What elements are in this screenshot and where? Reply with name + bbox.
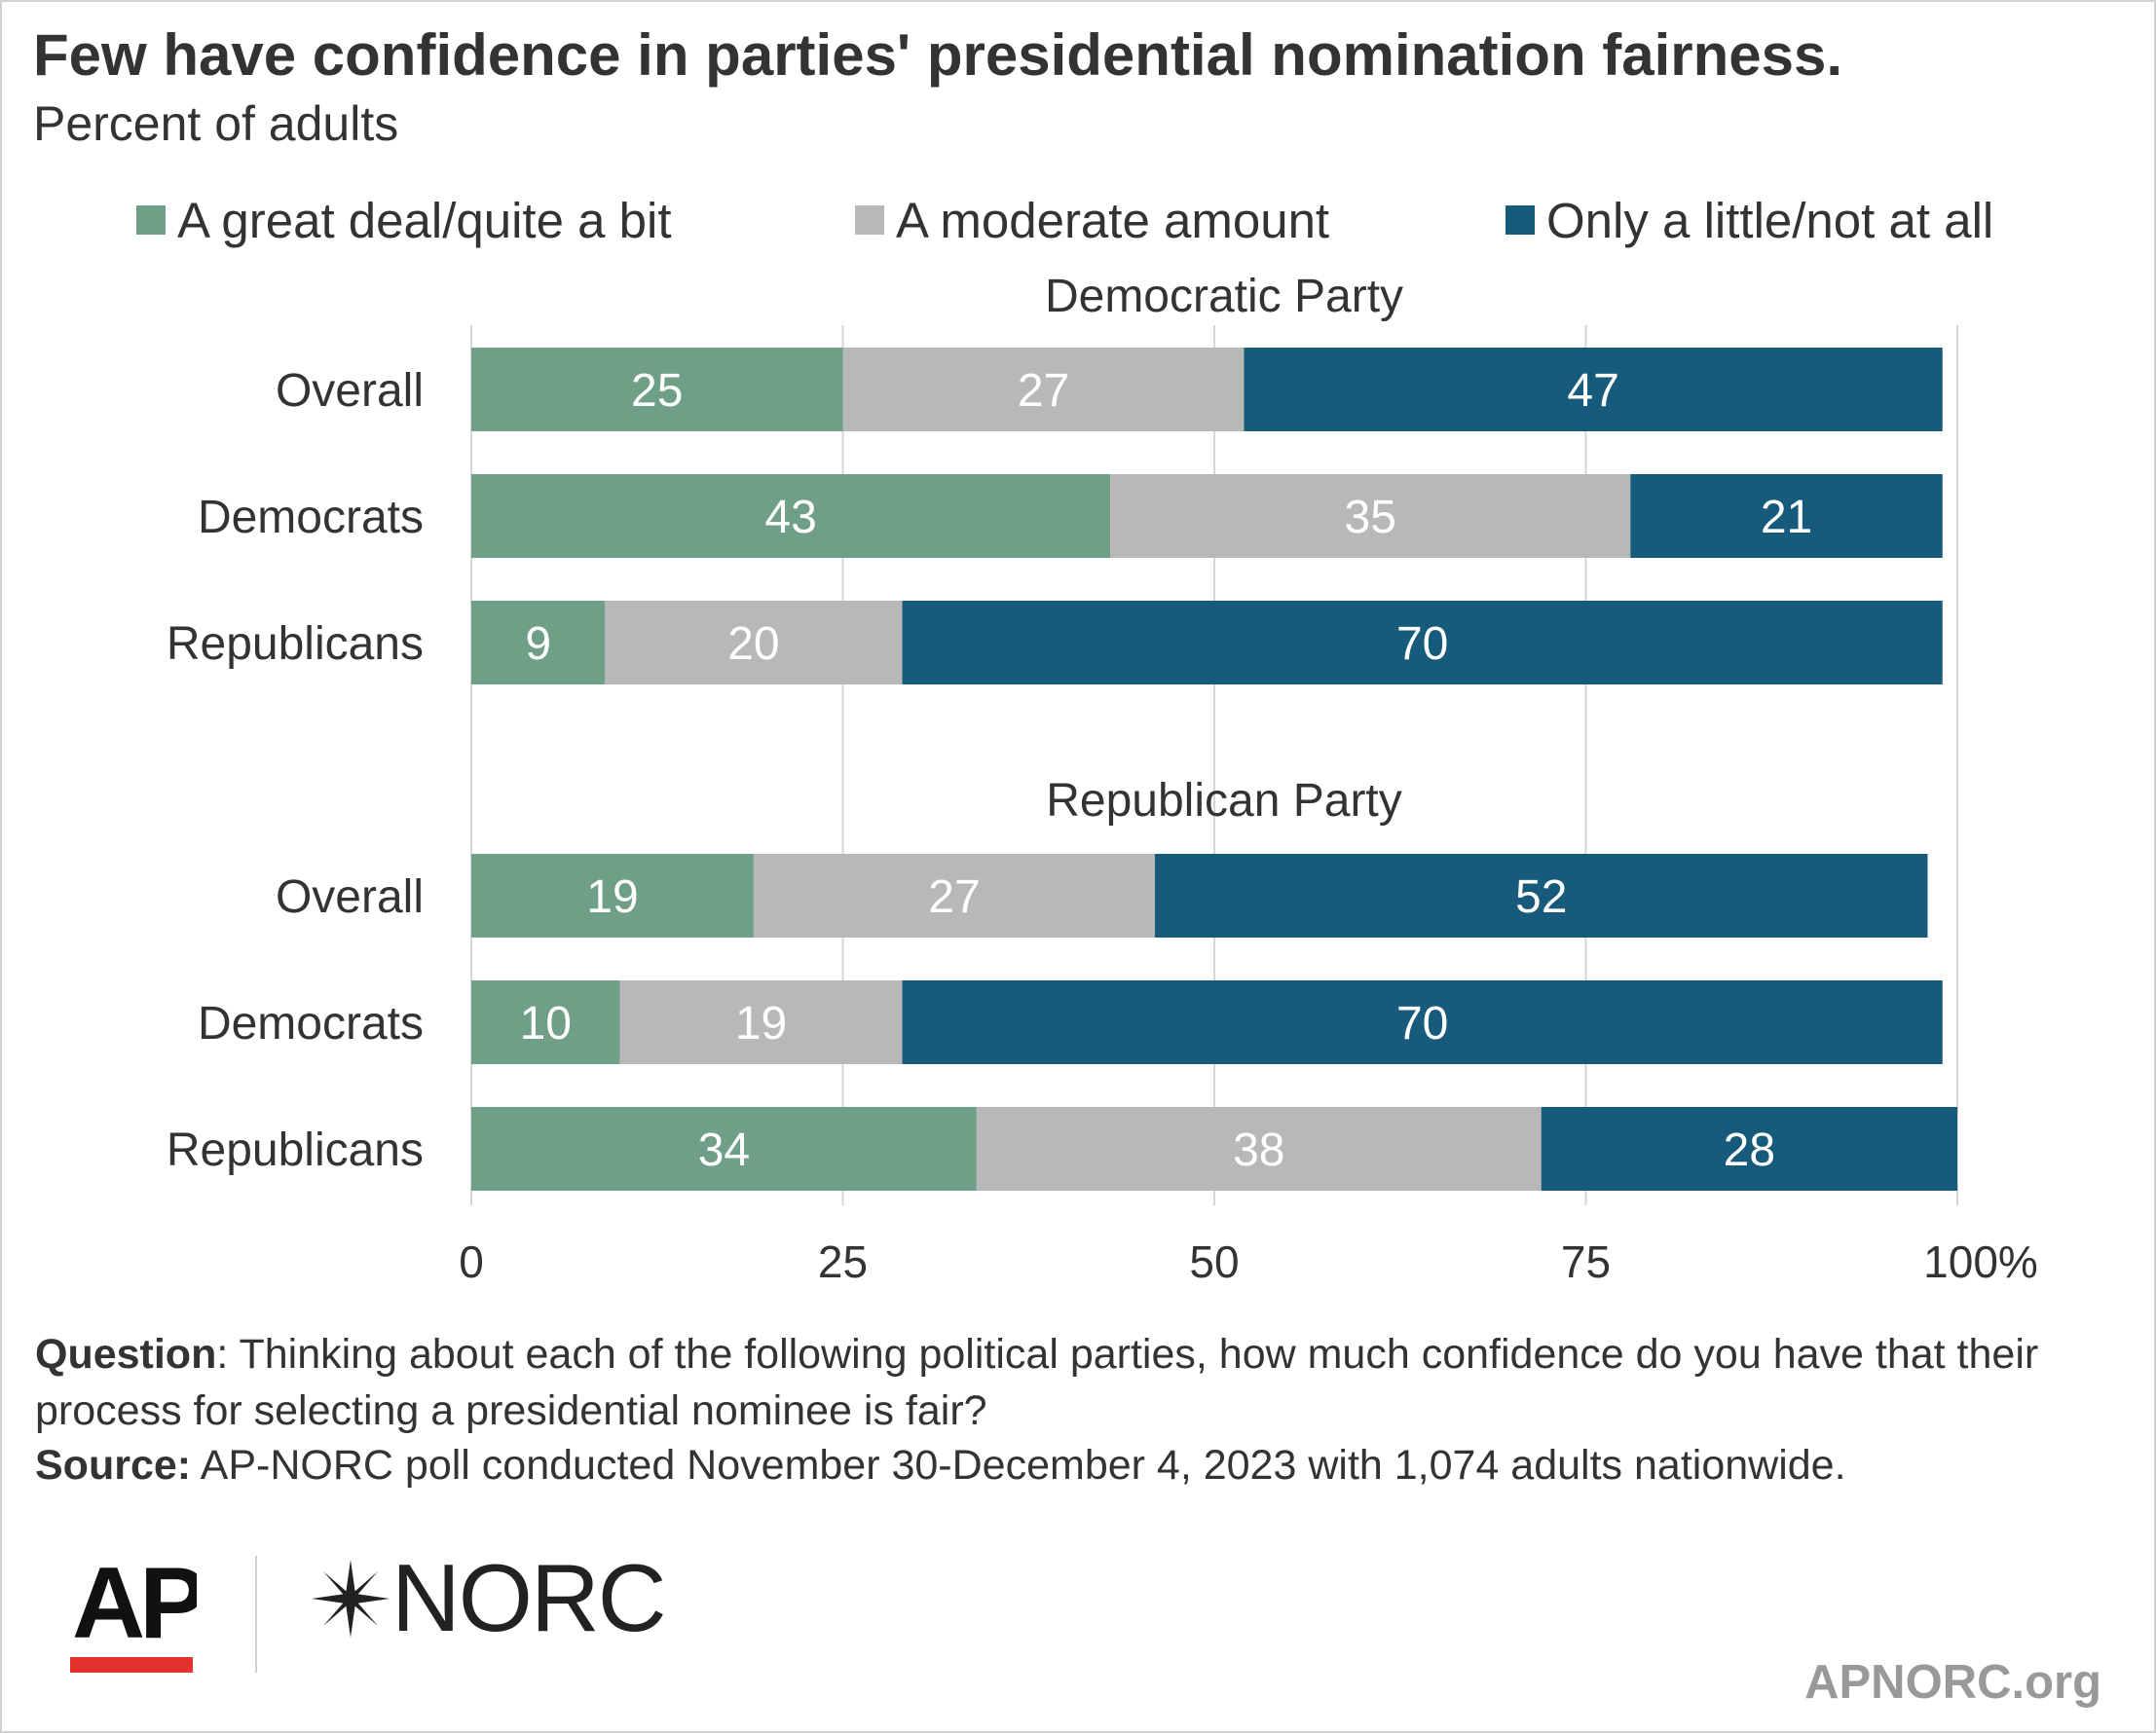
bar-value-label: 70 <box>1396 998 1448 1050</box>
bar-segment <box>902 601 1943 684</box>
bar-segment <box>842 348 1245 431</box>
group-title: Republican Party <box>1046 775 1402 827</box>
norc-logo: NORC <box>310 1543 667 1653</box>
row-label: Republicans <box>167 618 424 670</box>
bar-segment <box>1154 854 1928 938</box>
bar-value-label: 35 <box>1345 492 1396 543</box>
bar-value-label: 25 <box>631 365 683 417</box>
bar-value-label: 9 <box>525 618 551 670</box>
bar-value-label: 21 <box>1761 492 1812 543</box>
bar-segment <box>1110 474 1631 558</box>
ap-logo-mark: AP <box>70 1547 209 1673</box>
norc-wordmark: NORC <box>391 1544 667 1651</box>
bar-value-label: 27 <box>1018 365 1069 417</box>
x-tick-label: 50 <box>1189 1236 1239 1287</box>
x-tick-label: 25 <box>818 1236 868 1287</box>
row-label: Republicans <box>167 1125 424 1176</box>
bar-value-label: 19 <box>735 998 787 1050</box>
bar-segment <box>471 854 754 938</box>
legend-swatch-great-deal <box>136 205 166 235</box>
x-tick-label: 100% <box>1923 1236 2038 1287</box>
bar-segment <box>471 474 1111 558</box>
logo-divider <box>255 1556 257 1673</box>
bar-value-label: 43 <box>764 492 816 543</box>
svg-text:AP: AP <box>72 1548 197 1660</box>
bar-segment <box>471 1107 977 1191</box>
bar-segment <box>1630 474 1943 558</box>
x-tick-label: 0 <box>459 1236 484 1287</box>
bar-segment <box>471 348 843 431</box>
legend-item-little: Only a little/not at all <box>1505 191 1993 249</box>
row-label: Democrats <box>198 998 424 1050</box>
bar-value-label: 20 <box>727 618 779 670</box>
source-text: AP-NORC poll conducted November 30-Decem… <box>191 1442 1846 1489</box>
bar-value-label: 19 <box>586 871 638 923</box>
norc-star-icon <box>312 1559 390 1638</box>
bar-value-label: 38 <box>1233 1125 1284 1176</box>
row-label: Overall <box>276 365 424 417</box>
row-label: Overall <box>276 871 424 923</box>
bar-segment <box>471 980 620 1064</box>
question-text: : Thinking about each of the following p… <box>35 1331 2039 1434</box>
bar-segment <box>471 601 606 684</box>
legend-item-moderate: A moderate amount <box>855 191 1329 249</box>
legend-item-great-deal: A great deal/quite a bit <box>136 191 672 249</box>
question-note: Question: Thinking about each of the fol… <box>35 1326 2129 1439</box>
question-label: Question <box>35 1331 217 1378</box>
group-title: Democratic Party <box>1045 271 1403 322</box>
bar-value-label: 47 <box>1567 365 1618 417</box>
bar-value-label: 10 <box>520 998 572 1050</box>
bar-value-label: 52 <box>1515 871 1567 923</box>
bar-segment <box>753 854 1155 938</box>
bar-value-label: 34 <box>698 1125 750 1176</box>
bar-segment <box>605 601 903 684</box>
bar-segment <box>976 1107 1542 1191</box>
source-note: Source: AP-NORC poll conducted November … <box>35 1437 2129 1493</box>
chart-subtitle: Percent of adults <box>33 96 399 151</box>
site-url: APNORC.org <box>1804 1656 2101 1709</box>
bar-segment <box>902 980 1943 1064</box>
chart-title: Few have confidence in parties' presiden… <box>33 22 1843 88</box>
legend-label-little: Only a little/not at all <box>1546 192 1994 248</box>
bar-segment <box>619 980 903 1064</box>
legend-swatch-little <box>1505 205 1535 235</box>
bar-value-label: 70 <box>1396 618 1448 670</box>
ap-logo: AP <box>70 1547 209 1679</box>
legend-swatch-moderate <box>855 205 884 235</box>
row-label: Democrats <box>198 492 424 543</box>
x-tick-label: 75 <box>1561 1236 1611 1287</box>
bar-chart: 0 25 50 75 100% Democratic Party Overall 25 27 47… <box>167 271 2038 1287</box>
source-label: Source: <box>35 1442 192 1489</box>
bar-segment <box>1244 348 1943 431</box>
legend-label-moderate: A moderate amount <box>896 192 1330 248</box>
bar-segment <box>1541 1107 1957 1191</box>
legend-label-great-deal: A great deal/quite a bit <box>177 192 672 248</box>
bar-value-label: 28 <box>1724 1125 1775 1176</box>
bar-value-label: 27 <box>928 871 980 923</box>
